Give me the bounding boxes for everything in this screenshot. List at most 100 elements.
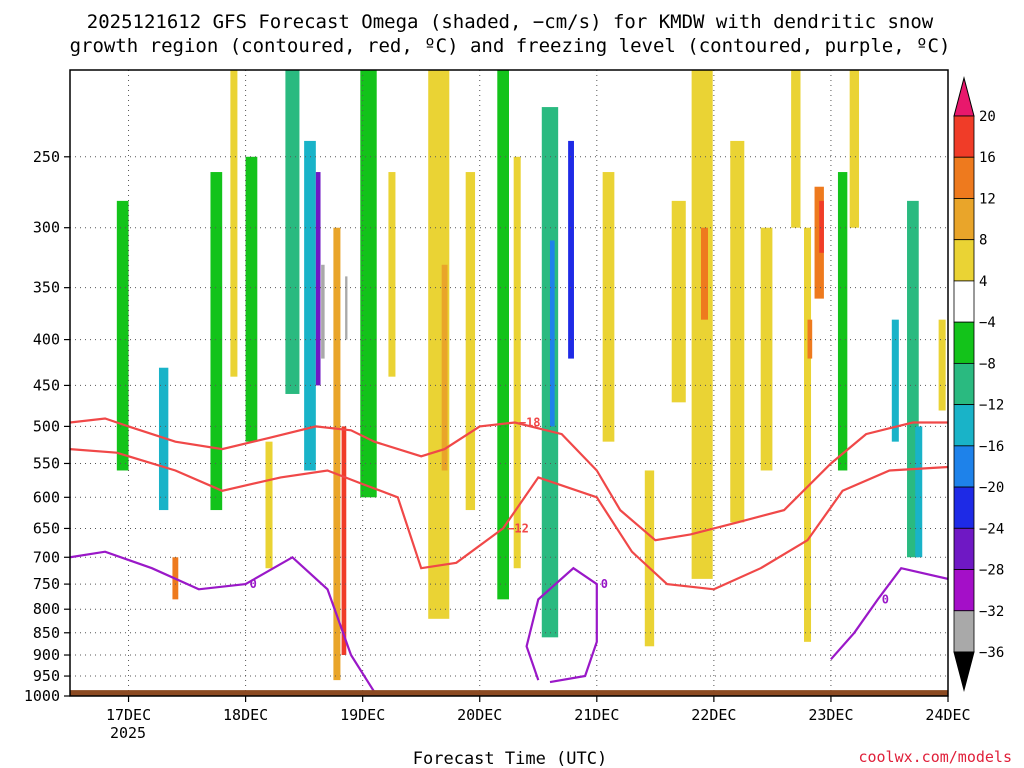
x-axis-label: Forecast Time (UTC) — [413, 749, 607, 768]
x-year-label: 2025 — [110, 724, 146, 742]
colorbar-label-3: 8 — [979, 233, 987, 249]
colorbar-label-5: −4 — [979, 315, 996, 331]
colorbar-label-4: 4 — [979, 274, 987, 290]
y-tick-label-900: 900 — [33, 646, 60, 664]
omega-cell-4 — [230, 70, 238, 377]
y-tick-label-500: 500 — [33, 417, 60, 435]
plot-frame — [69, 69, 949, 697]
y-tick-label-400: 400 — [33, 331, 60, 349]
omega-cell-36 — [837, 172, 848, 471]
colorbar-label-11: −28 — [979, 563, 1004, 579]
omega-cell-25 — [644, 470, 655, 647]
omega-cell-13 — [345, 276, 348, 340]
chart-title-line1: 2025121612 GFS Forecast Omega (shaded, −… — [87, 11, 934, 33]
y-tick-label-450: 450 — [33, 376, 60, 394]
x-tick-label-18DEC: 18DEC — [223, 706, 268, 724]
omega-cell-33 — [807, 319, 813, 359]
x-tick-label-23DEC: 23DEC — [808, 706, 853, 724]
colorbar-segment-8 — [953, 445, 975, 488]
omega-cell-24 — [602, 172, 615, 442]
colorbar-label-7: −12 — [979, 398, 1004, 414]
y-tick-label-300: 300 — [33, 219, 60, 237]
omega-cell-14 — [360, 70, 377, 498]
colorbar-segment-4 — [953, 280, 975, 323]
isotherm-label-4: 0 — [882, 592, 889, 606]
omega-cell-20 — [513, 156, 521, 569]
colorbar-label-2: 12 — [979, 191, 996, 207]
colorbar-bottom-triangle — [953, 651, 975, 692]
x-tick-label-22DEC: 22DEC — [691, 706, 736, 724]
colorbar-segment-10 — [953, 527, 975, 570]
omega-cell-22 — [549, 240, 555, 427]
colorbar-segment-2 — [953, 198, 975, 241]
omega-cell-32 — [804, 227, 812, 642]
y-tick-label-750: 750 — [33, 575, 60, 593]
contour-lines: −18 −12 0 0 0 — [70, 415, 948, 693]
omega-cell-18 — [465, 172, 476, 511]
colorbar-label-13: −36 — [979, 645, 1004, 661]
y-tick-label-650: 650 — [33, 519, 60, 537]
omega-cell-26 — [671, 200, 686, 403]
colorbar-segment-1 — [953, 156, 975, 199]
omega-cell-29 — [730, 140, 745, 523]
chart-title-line2: growth region (contoured, red, ºC) and f… — [70, 35, 951, 57]
omega-cell-37 — [849, 70, 860, 228]
y-tick-label-700: 700 — [33, 548, 60, 566]
colorbar-label-9: −20 — [979, 480, 1004, 496]
colorbar-label-10: −24 — [979, 521, 1004, 537]
omega-cell-8 — [304, 140, 316, 471]
omega-cell-6 — [265, 441, 273, 569]
colorbar-segment-7 — [953, 404, 975, 447]
colorbar-segment-0 — [953, 115, 975, 158]
isotherm-1 — [70, 448, 948, 591]
x-tick-label-19DEC: 19DEC — [340, 706, 385, 724]
colorbar-label-1: 16 — [979, 150, 996, 166]
isotherm-3 — [525, 566, 598, 684]
omega-cell-3 — [210, 172, 223, 511]
isotherm-2 — [70, 550, 376, 693]
y-tick-label-950: 950 — [33, 667, 60, 685]
omega-cell-28 — [700, 227, 709, 320]
omega-cell-23 — [568, 140, 574, 359]
isotherm-0 — [70, 417, 948, 542]
colorbar-segment-5 — [953, 321, 975, 364]
colorbar-segment-12 — [953, 610, 975, 653]
omega-cell-31 — [791, 70, 801, 228]
omega-cell-9 — [315, 172, 321, 386]
isotherm-label-2: 0 — [250, 577, 257, 591]
x-tick-label-24DEC: 24DEC — [925, 706, 970, 724]
colorbar: 20 16 12 8 4 −4 −8 −12 −16 −20 −24 −28 −32 −36 — [953, 76, 1004, 692]
colorbar-label-0: 20 — [979, 109, 996, 125]
omega-cell-16 — [428, 70, 450, 619]
ground-terrain — [70, 690, 948, 696]
omega-cell-12 — [341, 426, 347, 656]
isotherm-4 — [830, 566, 948, 661]
omega-cell-5 — [245, 156, 258, 442]
omega-cell-19 — [497, 70, 509, 600]
colorbar-segment-6 — [953, 362, 975, 406]
omega-cell-35 — [819, 200, 824, 253]
y-tick-label-1000: 1000 — [24, 687, 60, 705]
x-axis-ticks: 17DEC 18DEC 19DEC 20DEC 21DEC 22DEC 23DEC 24DEC — [106, 696, 971, 724]
colorbar-segment-11 — [953, 569, 975, 612]
omega-cell-0 — [116, 200, 129, 471]
x-tick-label-21DEC: 21DEC — [574, 706, 619, 724]
omega-cell-38 — [891, 319, 899, 442]
omega-cell-30 — [760, 227, 773, 471]
colorbar-label-12: −32 — [979, 604, 1004, 620]
isotherm-label-0: −18 — [519, 415, 541, 429]
colorbar-segment-3 — [953, 239, 975, 282]
y-tick-label-600: 600 — [33, 488, 60, 506]
omega-shading — [116, 70, 946, 681]
colorbar-label-6: −8 — [979, 356, 996, 372]
credit-text[interactable]: coolwx.com/models — [858, 748, 1012, 766]
omega-cell-17 — [441, 264, 448, 471]
y-axis-ticks: 250 300 350 400 450 500 550 600 650 700 750 800 850 9… — [24, 148, 70, 705]
isotherm-label-1: −12 — [507, 521, 529, 535]
omega-cell-7 — [285, 70, 300, 394]
y-tick-label-800: 800 — [33, 600, 60, 618]
colorbar-top-triangle — [953, 76, 975, 117]
omega-cell-15 — [388, 172, 396, 377]
omega-cell-11 — [333, 227, 341, 681]
